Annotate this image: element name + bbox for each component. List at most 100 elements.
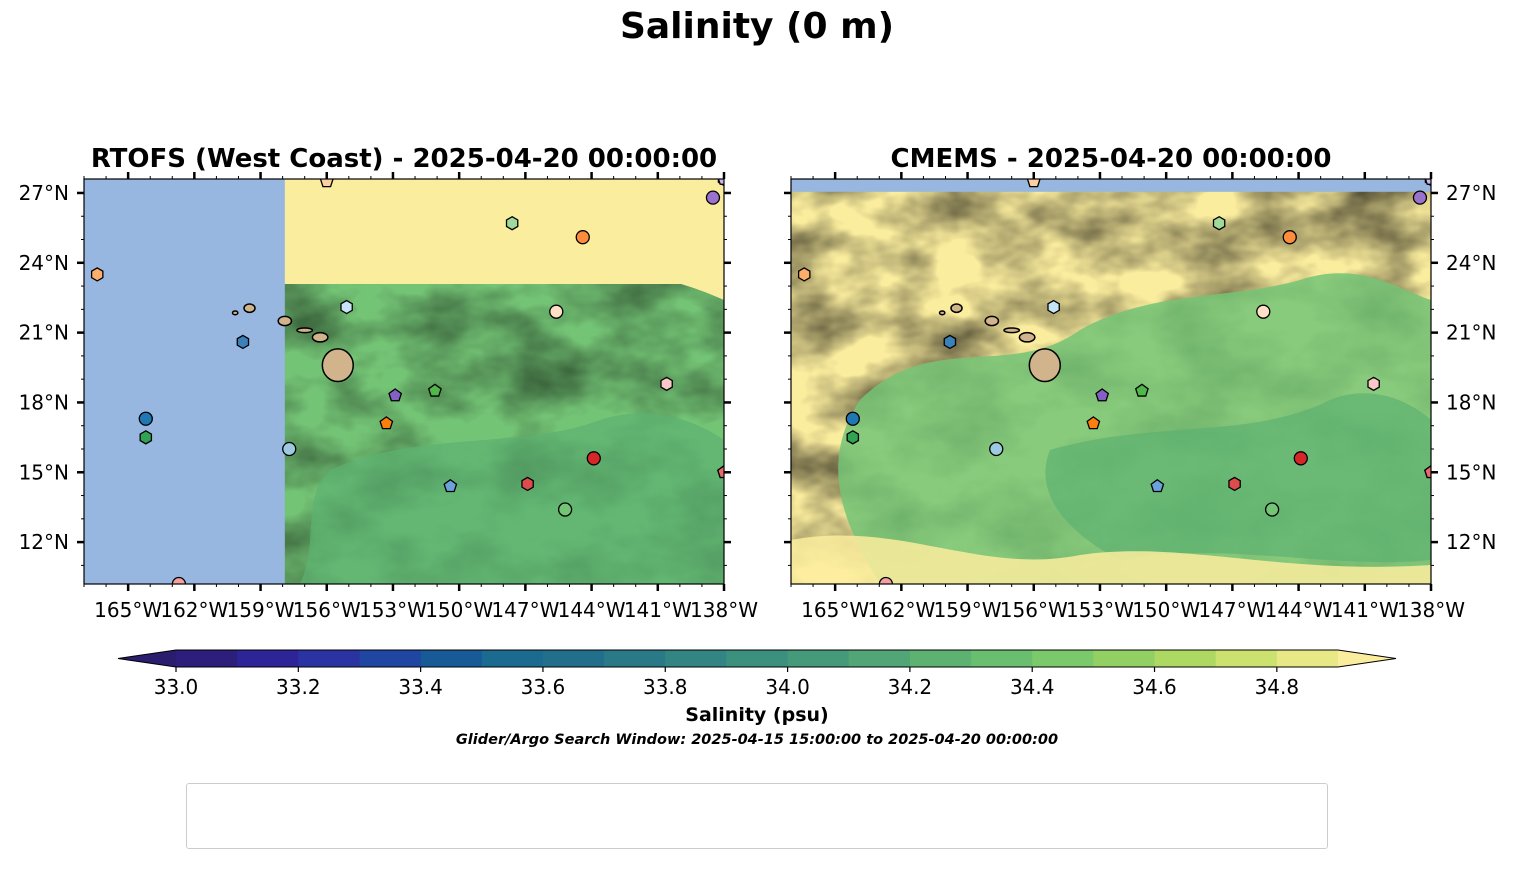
colorbar-bin <box>848 650 911 667</box>
island-maui <box>311 331 329 343</box>
colorbar-tick-label: 34.8 <box>1255 675 1300 699</box>
x-tick-label: 141°W <box>624 598 692 622</box>
x-tick-label: 153°W <box>1066 598 1134 622</box>
colorbar-tick-label: 33.8 <box>643 675 688 699</box>
platform-marker-5905270 <box>1256 304 1271 319</box>
platform-marker-5906757 <box>1095 388 1110 402</box>
colorbar-bin <box>542 650 605 667</box>
platform-marker-5906164 <box>1264 502 1280 517</box>
colorbar-bin <box>298 650 360 667</box>
platform-marker-5906164 <box>557 502 573 517</box>
rtofs-deep-patch <box>300 413 724 584</box>
cmems-panel-title: CMEMS - 2025-04-20 00:00:00 <box>891 144 1332 174</box>
platform-marker-5906752 <box>660 376 673 392</box>
island-maui <box>1018 331 1036 343</box>
platform-marker-5906400 <box>586 451 601 466</box>
colorbar-tick-label: 34.2 <box>888 675 933 699</box>
colorbar-bin <box>665 650 727 667</box>
island-niihau <box>938 310 946 316</box>
x-tick-label: 156°W <box>293 598 361 622</box>
platform-marker-4903503 <box>1026 179 1041 188</box>
rtofs-axes: 165°W162°W159°W156°W153°W150°W147°W144°W… <box>19 172 758 622</box>
island-oahu <box>277 315 293 327</box>
x-tick-label: 141°W <box>1331 598 1399 622</box>
colorbar-bin <box>359 650 422 667</box>
platform-marker-5906757 <box>388 388 403 402</box>
search-window-note: Glider/Argo Search Window: 2025-04-15 15… <box>455 732 1059 748</box>
platform-marker-5906369 <box>1212 215 1226 231</box>
x-tick-label: 138°W <box>690 598 758 622</box>
x-tick-label: 159°W <box>227 598 295 622</box>
platform-marker-5906369 <box>505 215 519 231</box>
platform-marker-3902559 <box>236 334 250 350</box>
island-kauai <box>950 303 963 314</box>
platform-legend <box>186 783 1328 849</box>
x-tick-label: 153°W <box>359 598 427 622</box>
rtofs-map-panel: RTOFS (West Coast) - 2025-04-20 00:00:00… <box>19 144 759 622</box>
platform-marker-2903863 <box>845 411 860 426</box>
cmems-map-panel: CMEMS - 2025-04-20 00:00:00 165°W162°W15… <box>784 144 1496 622</box>
islands-left <box>231 303 354 383</box>
platform-marker-4903322 <box>797 267 811 282</box>
y-tick-label: 12°N <box>19 530 69 554</box>
platform-marker-5905275 <box>139 430 153 445</box>
colorbar-bin <box>604 650 666 667</box>
platform-marker-4903503 <box>319 179 334 188</box>
island-kauai <box>243 303 256 314</box>
platform-marker-5906514 <box>717 464 724 479</box>
platform-marker-5905732 <box>1134 383 1149 397</box>
cmems-fresh-south <box>791 535 1431 584</box>
platform-marker-4903174 <box>340 299 353 315</box>
colorbar-bin <box>726 650 789 667</box>
platform-marker-4903175 <box>1086 416 1101 430</box>
y-tick-label: 27°N <box>19 181 69 205</box>
x-tick-label: 159°W <box>934 598 1002 622</box>
y-tick-label: 12°N <box>1446 530 1496 554</box>
platform-marker-5905270 <box>549 304 564 319</box>
platform-marker-5906854 <box>717 179 724 185</box>
x-tick-label: 150°W <box>425 598 493 622</box>
platform-marker-4903321 <box>1282 230 1297 245</box>
platform-marker-4903322 <box>90 267 104 282</box>
island-hawaii <box>321 348 354 383</box>
rtofs-outside-domain <box>84 179 285 584</box>
island-molokai <box>1003 327 1021 334</box>
platform-marker-4903174 <box>1047 299 1060 315</box>
colorbar-bin <box>1215 650 1278 667</box>
platform-marker-5905732 <box>427 383 442 397</box>
colorbar-bin <box>1154 650 1217 667</box>
colorbar-bin <box>481 650 544 667</box>
y-tick-label: 15°N <box>19 460 69 484</box>
cmems-axes: 165°W162°W159°W156°W153°W150°W147°W144°W… <box>784 172 1496 622</box>
island-molokai <box>296 327 314 334</box>
platform-marker-4902948 <box>282 441 297 457</box>
x-tick-label: 162°W <box>160 598 228 622</box>
colorbar-bin <box>1276 650 1339 667</box>
figure-title: Salinity (0 m) <box>619 6 895 47</box>
cmems-deep-patch <box>1045 393 1431 563</box>
island-oahu <box>984 315 1000 327</box>
platform-marker-3902561 <box>443 478 458 493</box>
x-tick-label: 138°W <box>1397 598 1465 622</box>
colorbar-tick-label: 33.0 <box>154 675 199 699</box>
colorbar-bin <box>909 650 972 667</box>
platform-marker-5906854 <box>1424 179 1431 185</box>
colorbar-label: Salinity (psu) <box>685 704 829 726</box>
colorbar-bin <box>787 650 850 667</box>
platform-marker-5905275 <box>846 430 860 445</box>
y-tick-label: 15°N <box>1446 460 1496 484</box>
platform-marker-5906514 <box>1424 464 1431 479</box>
x-tick-label: 162°W <box>867 598 935 622</box>
platform-marker-5906471 <box>1228 476 1241 492</box>
colorbar-tick-label: 34.0 <box>765 675 810 699</box>
colorbar-tick-label: 34.6 <box>1132 675 1177 699</box>
platform-marker-4903175 <box>379 416 394 430</box>
y-tick-label: 21°N <box>19 321 69 345</box>
platform-markers-right <box>797 179 1431 584</box>
colorbar-over-arrow <box>1338 650 1396 667</box>
island-hawaii <box>1028 348 1061 383</box>
x-tick-label: 156°W <box>1000 598 1068 622</box>
x-tick-label: 144°W <box>1265 598 1333 622</box>
colorbar-bin <box>1093 650 1156 667</box>
